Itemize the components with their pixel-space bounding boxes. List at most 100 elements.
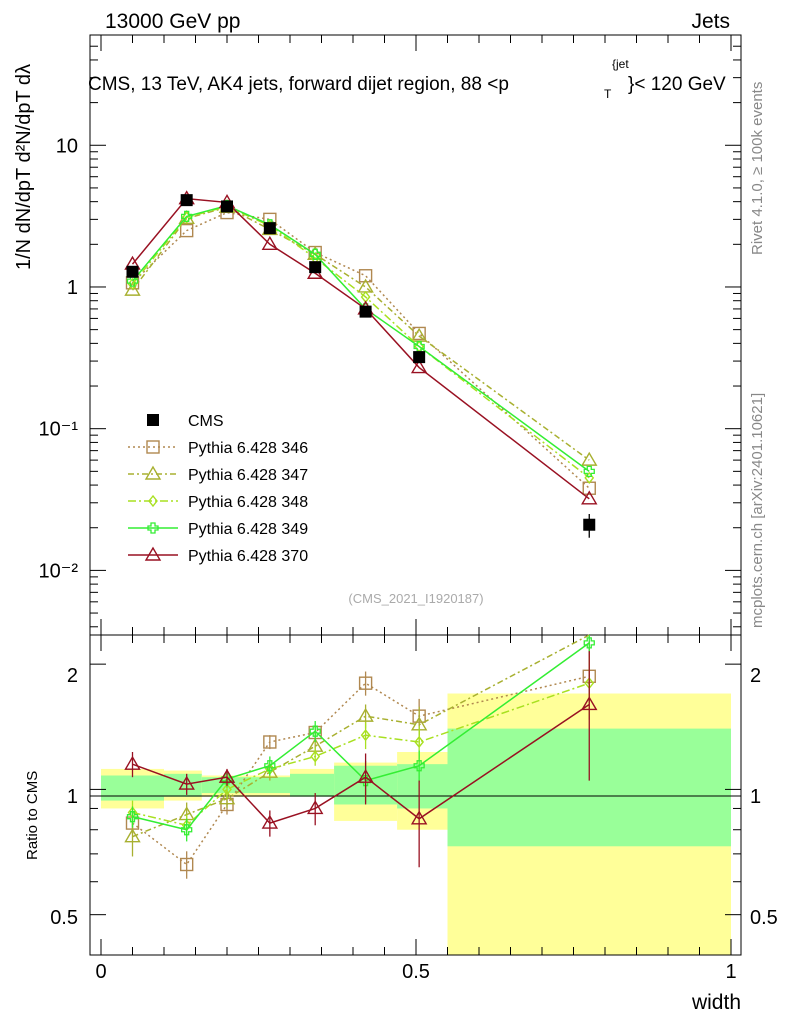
ratio-series-marker-4-4 xyxy=(306,800,324,815)
legend-label-347: Pythia 6.428 347 xyxy=(188,467,308,484)
main-series-marker-3-1 xyxy=(181,210,193,223)
main-series-marker-0-1 xyxy=(179,223,194,238)
ratio-series-marker-3-3 xyxy=(264,760,276,772)
cms-data-marker-3 xyxy=(263,222,276,235)
main-series-marker-3-4 xyxy=(309,248,321,260)
ratio-series-marker-1-0 xyxy=(124,828,141,843)
ratio-series-marker-1-5 xyxy=(357,707,374,722)
main-series-marker-1-7 xyxy=(581,451,598,466)
category-label: Jets xyxy=(691,10,730,33)
main-series-marker-4-7 xyxy=(581,490,598,505)
legend: CMS Pythia 6.428 346 Pythia 6.428 347 Py… xyxy=(128,413,308,565)
stat-uncertainty-band-5 xyxy=(397,764,448,809)
cms-data-marker-6 xyxy=(413,351,426,364)
ratio-y-tick-1-left: 1 xyxy=(67,786,78,808)
main-series-3 xyxy=(126,199,595,477)
main-series-marker-4-3 xyxy=(261,235,279,251)
main-y-tick-label-0.01: 10⁻² xyxy=(39,560,79,582)
ratio-series-marker-3-0 xyxy=(126,811,139,823)
ratio-y-tick-2-right: 2 xyxy=(750,665,761,687)
plot-title: CMS, 13 TeV, AK4 jets, forward dijet reg… xyxy=(88,57,726,101)
ratio-y-axis-label: Ratio to CMS xyxy=(24,771,41,860)
main-series-marker-2-7 xyxy=(584,471,595,484)
legend-label-349: Pythia 6.428 349 xyxy=(188,521,308,538)
main-y-tick-label-1: 1 xyxy=(67,277,78,299)
legend-symbol-cms xyxy=(147,414,159,426)
cms-data-marker-0 xyxy=(126,265,139,278)
legend-label-346: Pythia 6.428 346 xyxy=(188,440,308,457)
plot-title-tail: }< 120 GeV xyxy=(628,74,726,95)
ratio-y-tick-labels: 0.5 1 2 0.5 1 2 xyxy=(50,665,778,929)
main-series-line-1 xyxy=(131,206,590,461)
legend-symbol-2 xyxy=(148,494,158,508)
ratio-series-marker-4-2 xyxy=(218,768,236,783)
ratio-series-line-0 xyxy=(132,675,590,866)
legend-symbol-1 xyxy=(144,465,162,480)
ratio-series-marker-3-1 xyxy=(181,824,193,836)
ratio-y-axis-label-text: Ratio to CMS xyxy=(24,771,41,860)
main-series-marker-4-6 xyxy=(410,359,428,374)
cms-data-points xyxy=(126,194,596,538)
plot-title-subscript: T xyxy=(604,87,612,101)
ratio-series-4 xyxy=(124,651,598,868)
legend-symbol-4 xyxy=(144,546,162,561)
main-series-marker-3-0 xyxy=(126,275,139,287)
ratio-series-marker-4-3 xyxy=(261,814,279,829)
cms-data-marker-4 xyxy=(309,261,322,274)
main-series-marker-0-5 xyxy=(358,269,373,283)
main-series-marker-1-0 xyxy=(124,281,141,296)
ratio-series-marker-0-1 xyxy=(179,857,194,872)
ratio-series-marker-2-6 xyxy=(414,735,425,749)
main-y-axis-label-text: 1/N dN/dpT d²N/dpT dλ xyxy=(13,64,35,270)
ratio-series-marker-2-2 xyxy=(222,783,232,796)
main-y-tick-label-10: 10 xyxy=(56,135,78,157)
main-y-axis-label: 1/N dN/dpT d²N/dpT dλ xyxy=(13,64,35,270)
ratio-y-tick-1-right: 1 xyxy=(750,786,761,808)
ratio-plot-series xyxy=(124,634,598,879)
x-tick-label-0.5: 0.5 xyxy=(402,961,430,983)
energy-label: 13000 GeV pp xyxy=(105,10,240,33)
ratio-series-line-4 xyxy=(132,703,590,824)
ratio-series-marker-0-5 xyxy=(358,676,373,690)
ratio-series-marker-2-4 xyxy=(310,750,321,763)
legend-label-348: Pythia 6.428 348 xyxy=(188,494,308,511)
main-plot-series xyxy=(124,190,598,538)
ratio-series-marker-4-5 xyxy=(357,768,374,783)
main-series-line-3 xyxy=(131,204,590,472)
ratio-y-tick-2-left: 2 xyxy=(67,665,78,687)
plot-title-superscript: {jet xyxy=(612,57,629,71)
legend-label-cms: CMS xyxy=(188,413,224,430)
ratio-series-marker-0-3 xyxy=(263,735,277,749)
cms-data-marker-1 xyxy=(180,194,193,207)
ratio-series-line-1 xyxy=(132,634,590,838)
ratio-series-marker-4-6 xyxy=(410,810,428,825)
axis-ticks xyxy=(90,34,741,955)
main-series-marker-2-0 xyxy=(127,277,138,291)
analysis-id: (CMS_2021_I1920187) xyxy=(348,591,483,606)
ratio-series-marker-4-7 xyxy=(581,696,598,711)
rivet-version-label: Rivet 4.1.0, ≥ 100k events xyxy=(749,82,766,255)
stat-uncertainty-band-0 xyxy=(101,775,164,801)
ratio-series-marker-1-3 xyxy=(261,763,279,778)
ratio-series-marker-1-2 xyxy=(218,790,236,805)
mcplots-text: mcplots.cern.ch [arXiv:2401.10621] xyxy=(749,393,766,628)
cms-data-marker-7 xyxy=(583,518,596,531)
plot-title-main: CMS, 13 TeV, AK4 jets, forward dijet reg… xyxy=(88,74,509,95)
ratio-series-marker-2-5 xyxy=(360,729,371,742)
main-series-line-4 xyxy=(131,197,590,500)
rivet-version-text: Rivet 4.1.0, ≥ 100k events xyxy=(749,82,766,255)
main-y-tick-label-0.1: 10⁻¹ xyxy=(39,419,79,441)
x-axis-label: width xyxy=(691,991,741,1014)
cms-data-marker-2 xyxy=(221,200,233,213)
main-series-line-0 xyxy=(131,211,590,489)
stat-uncertainty-band-3 xyxy=(290,773,335,797)
legend-label-370: Pythia 6.428 370 xyxy=(188,548,308,565)
x-tick-label-0: 0 xyxy=(95,961,106,983)
ratio-series-line-2 xyxy=(132,682,590,827)
ratio-series-marker-4-0 xyxy=(124,755,141,770)
main-series-line-2 xyxy=(131,205,590,479)
ratio-y-tick-0.5-left: 0.5 xyxy=(50,907,78,929)
ratio-series-line-3 xyxy=(132,642,590,831)
ratio-series-marker-4-1 xyxy=(178,775,195,790)
